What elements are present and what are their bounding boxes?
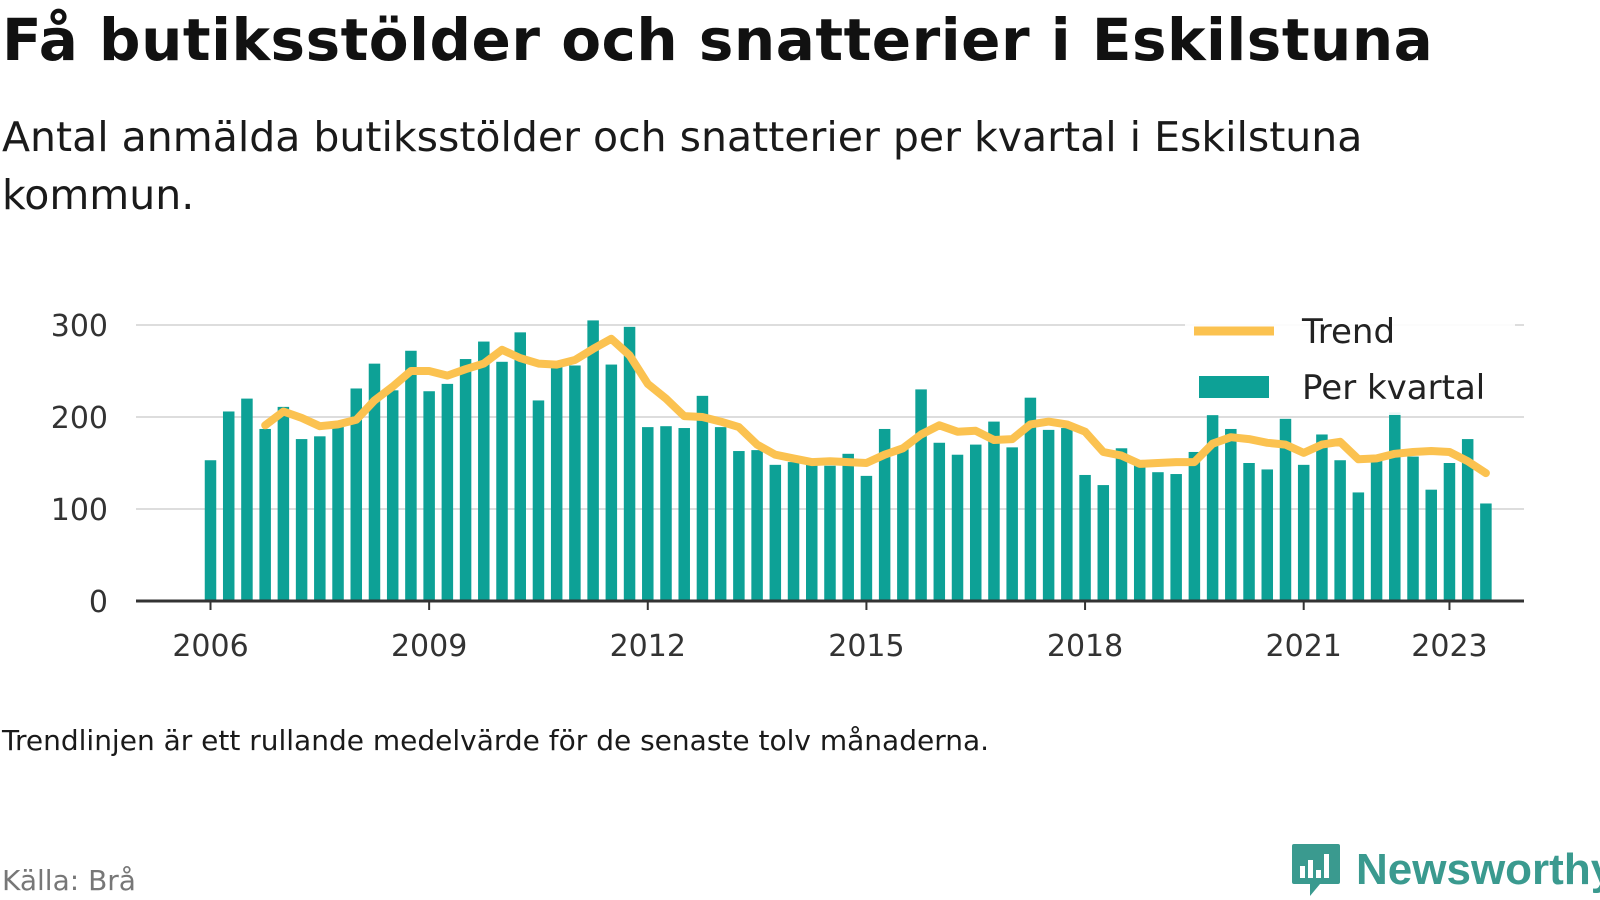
bar <box>1480 503 1492 601</box>
trend-line-layer <box>261 334 1490 478</box>
bar <box>1188 451 1201 601</box>
chart-subtitle: Antal anmälda butiksstölder och snatteri… <box>2 113 1363 219</box>
bar <box>714 427 727 601</box>
bar <box>696 395 709 601</box>
bar <box>642 427 654 601</box>
brand-name: Newsworthy <box>1356 845 1600 894</box>
x-tick-label: 2006 <box>172 629 248 664</box>
bar <box>1389 412 1401 601</box>
bar <box>660 426 672 601</box>
bar <box>1061 428 1073 601</box>
bar <box>1206 415 1219 601</box>
bar <box>532 400 545 601</box>
x-tick-label: 2021 <box>1266 629 1342 664</box>
bar <box>478 341 490 601</box>
bar <box>951 454 964 601</box>
bar <box>1407 456 1419 601</box>
bar <box>1443 463 1456 601</box>
bar <box>1370 457 1383 601</box>
bar <box>277 406 290 601</box>
bar <box>769 464 782 601</box>
y-tick-label: 0 <box>89 585 108 620</box>
trend-line <box>261 334 1490 478</box>
bar <box>787 462 800 601</box>
x-tick-label: 2023 <box>1411 629 1487 664</box>
bar <box>350 388 363 601</box>
brand-logo: Newsworthy <box>1290 842 1600 898</box>
bar <box>824 465 836 601</box>
legend-bar-swatch <box>1199 376 1269 398</box>
bar <box>933 442 946 601</box>
x-tick-label: 2015 <box>828 629 904 664</box>
chart-title: Få butiksstölder och snatterier i Eskils… <box>2 6 1434 74</box>
legend-bar-label: Per kvartal <box>1302 368 1485 408</box>
bar <box>1297 464 1310 601</box>
bar <box>842 453 854 601</box>
bar <box>1115 448 1128 601</box>
bar <box>1352 492 1365 601</box>
bar <box>733 451 745 601</box>
bar <box>1261 469 1274 601</box>
bar <box>441 383 454 601</box>
bars-per-kvartal <box>204 320 1492 601</box>
bar <box>860 475 873 601</box>
bar <box>1024 397 1037 601</box>
bar <box>587 320 599 601</box>
bar <box>806 464 818 601</box>
bar <box>514 332 526 601</box>
bar <box>314 436 326 601</box>
bar <box>1133 463 1146 601</box>
bar <box>605 364 618 601</box>
bar <box>1316 434 1328 601</box>
bar <box>1225 428 1237 601</box>
y-tick-label: 300 <box>51 309 108 344</box>
bar <box>259 428 271 601</box>
x-axis: 2006 2009 2012 2015 2018 2021 2023 <box>136 599 1524 664</box>
bar <box>1097 485 1110 601</box>
bar <box>623 326 636 601</box>
y-tick-label: 100 <box>51 493 108 528</box>
bar <box>569 365 581 601</box>
x-tick-label: 2018 <box>1047 629 1123 664</box>
bar <box>1243 463 1255 601</box>
source-credit: Källa: Brå <box>2 864 136 897</box>
x-tick-label: 2012 <box>610 629 686 664</box>
bar <box>751 450 763 601</box>
bar-chart-speech-bubble-icon <box>1292 844 1340 896</box>
bar <box>1279 418 1292 601</box>
bar <box>295 439 308 601</box>
bar <box>878 428 891 601</box>
bar <box>678 428 690 601</box>
bar <box>1042 429 1055 601</box>
bar <box>386 390 399 601</box>
bar <box>1461 439 1474 601</box>
bar <box>1152 472 1164 601</box>
bar <box>405 350 417 601</box>
bar <box>459 359 472 601</box>
y-tick-label: 200 <box>51 401 108 436</box>
bar <box>897 449 909 601</box>
x-tick-label: 2009 <box>391 629 467 664</box>
bar <box>1006 447 1018 601</box>
bar <box>1334 460 1346 601</box>
bar <box>1170 474 1182 601</box>
legend-trend-label: Trend <box>1301 312 1395 352</box>
bar <box>222 411 235 601</box>
footnote: Trendlinjen är ett rullande medelvärde f… <box>2 724 990 757</box>
bar <box>423 391 435 601</box>
bar <box>332 424 344 601</box>
bar <box>368 363 381 601</box>
bar <box>204 460 217 601</box>
bar <box>496 361 508 601</box>
legend: Trend Per kvartal <box>1185 300 1515 415</box>
bar <box>1425 489 1437 601</box>
bar <box>241 398 253 601</box>
bar <box>969 444 982 601</box>
bar <box>550 365 563 601</box>
bar <box>988 421 1000 601</box>
bar <box>915 389 927 601</box>
bar <box>1079 474 1091 601</box>
y-axis-labels: 0 100 200 300 <box>51 309 108 620</box>
